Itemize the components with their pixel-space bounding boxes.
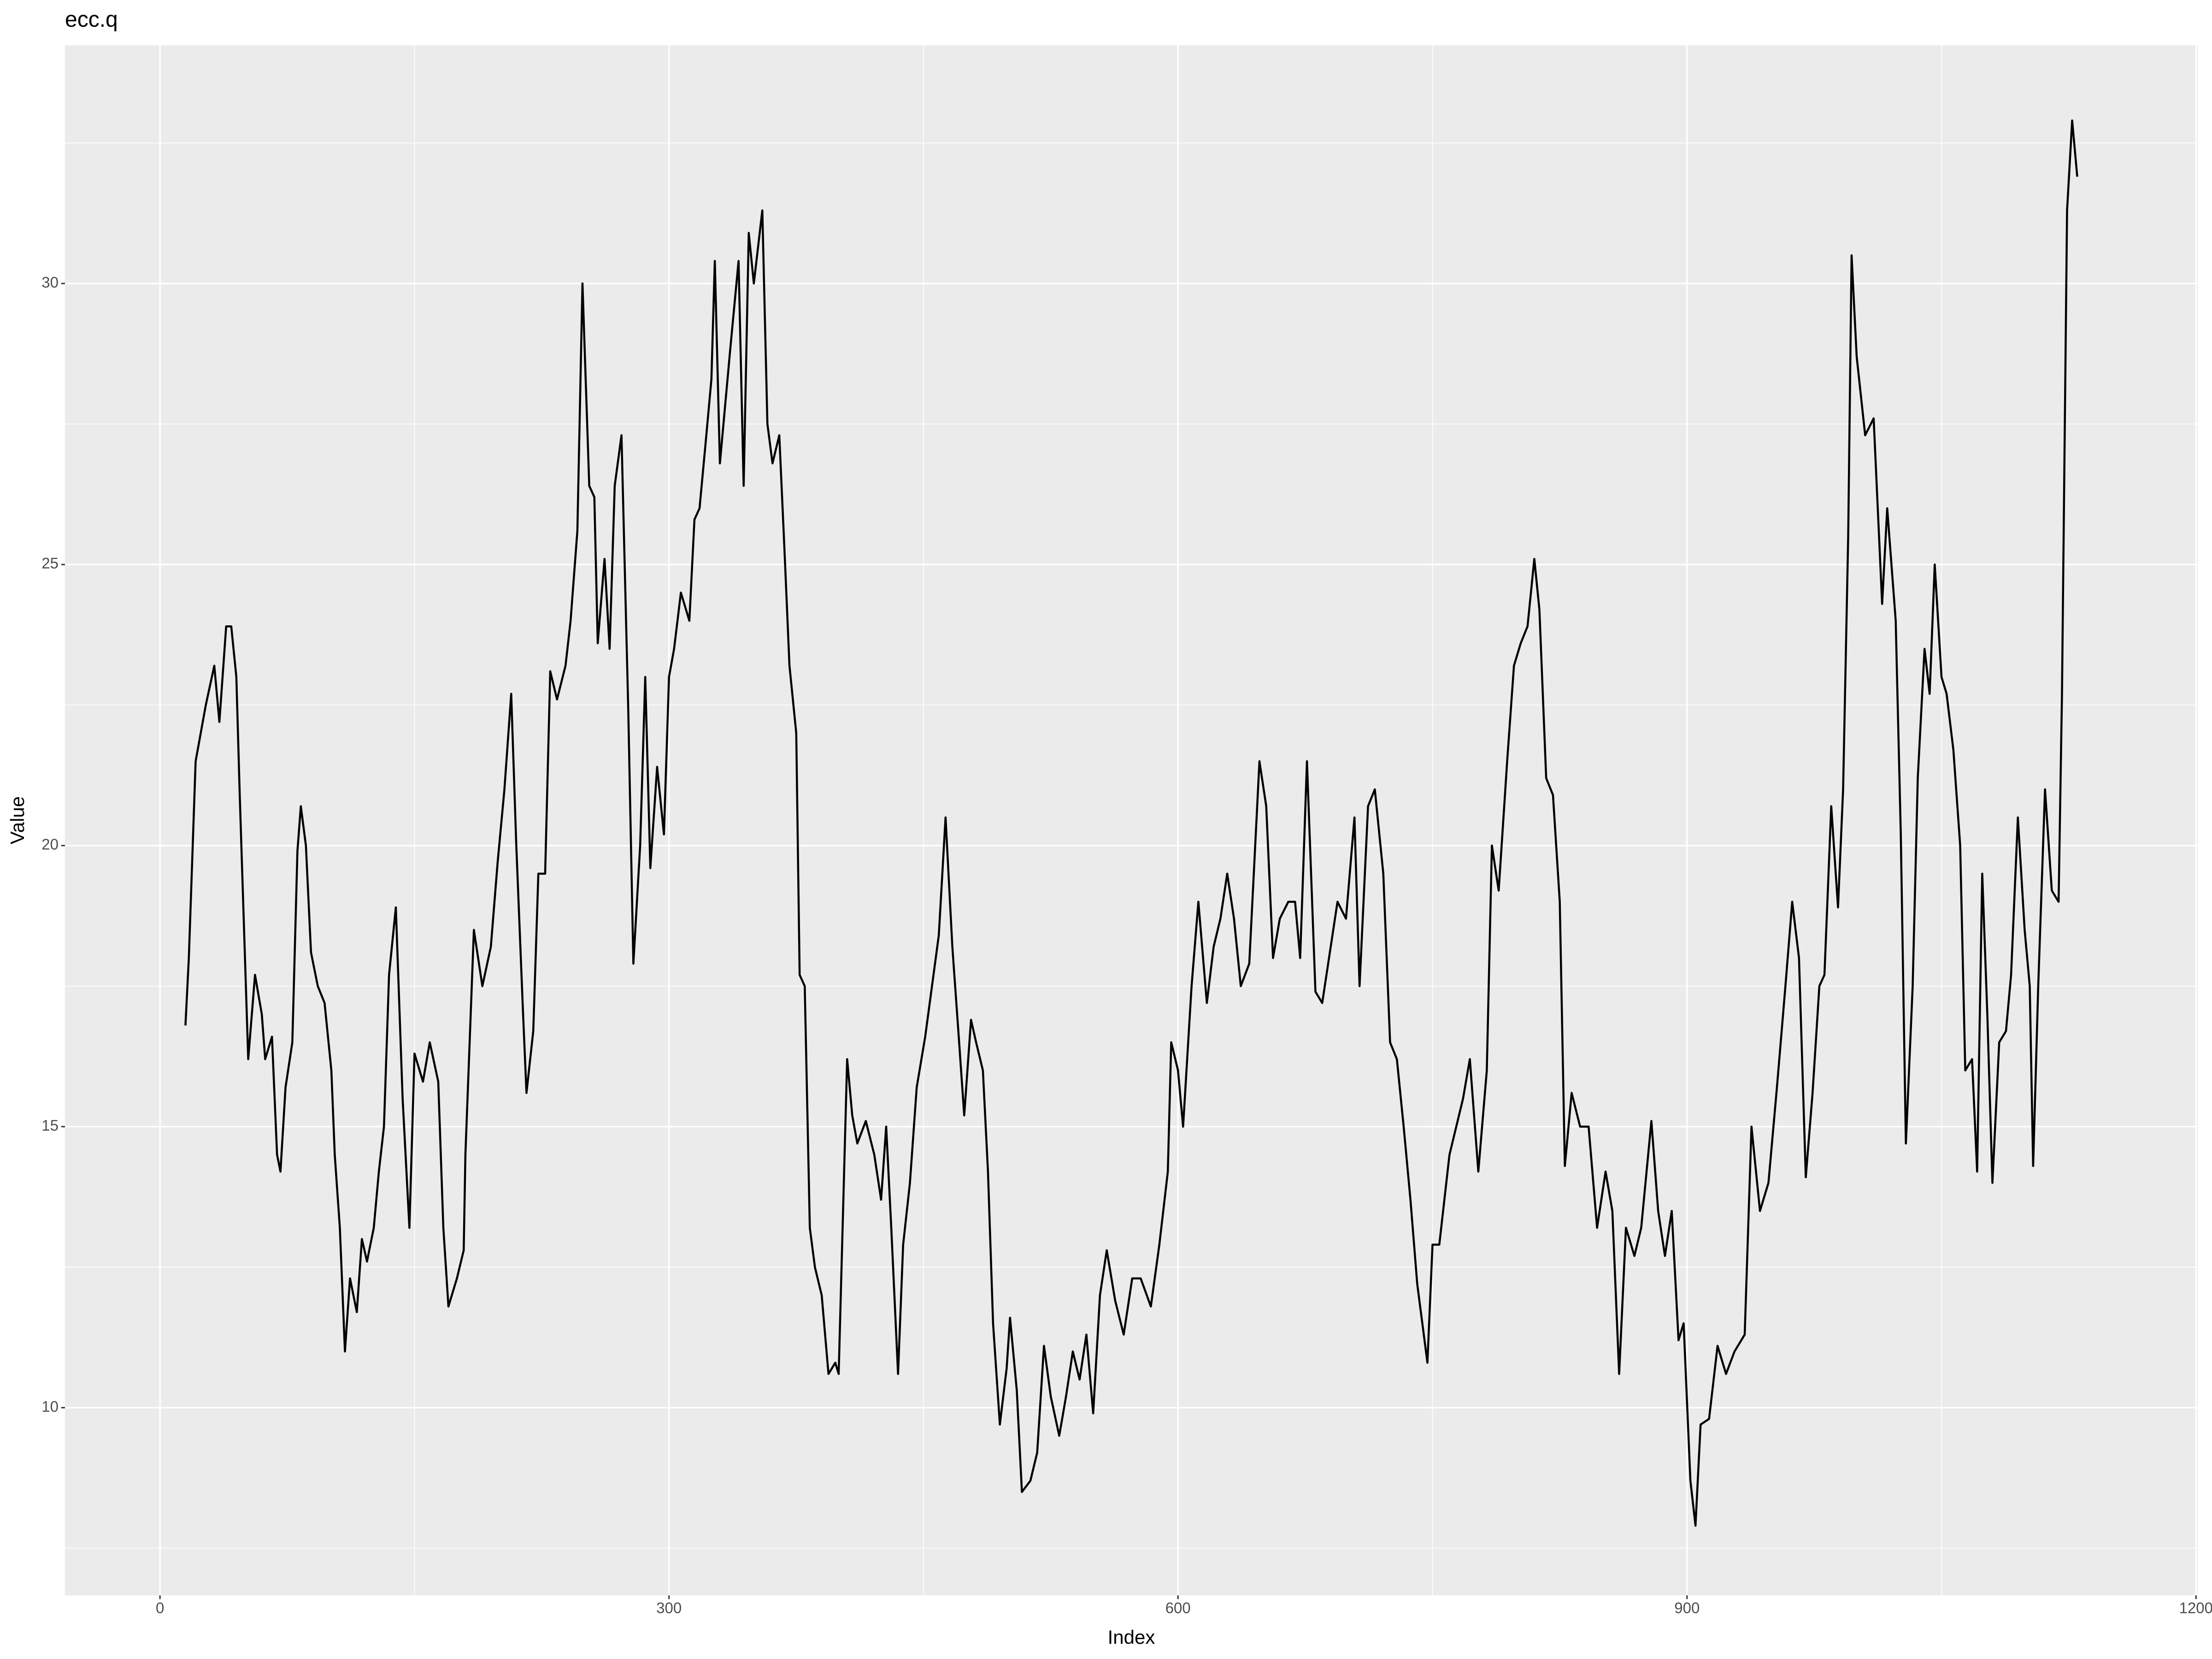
x-axis-title: Index xyxy=(1108,1626,1155,1648)
x-tick-label: 900 xyxy=(1674,1600,1700,1617)
y-tick-label: 25 xyxy=(41,555,59,572)
x-tick-label: 0 xyxy=(156,1600,164,1617)
y-axis-title: Value xyxy=(6,796,28,844)
y-tick-label: 15 xyxy=(41,1117,59,1134)
marks xyxy=(184,119,2078,1527)
y-tick-label: 30 xyxy=(41,274,59,291)
x-tick-label: 600 xyxy=(1165,1600,1191,1617)
y-tick-label: 20 xyxy=(41,836,59,853)
panel-background xyxy=(65,45,2198,1595)
chart-title: ecc.q xyxy=(65,7,118,32)
x-tick-label: 1200 xyxy=(2179,1600,2212,1617)
x-tick-label: 300 xyxy=(656,1600,682,1617)
data-line xyxy=(184,119,2078,1527)
y-tick-label: 10 xyxy=(41,1398,59,1415)
